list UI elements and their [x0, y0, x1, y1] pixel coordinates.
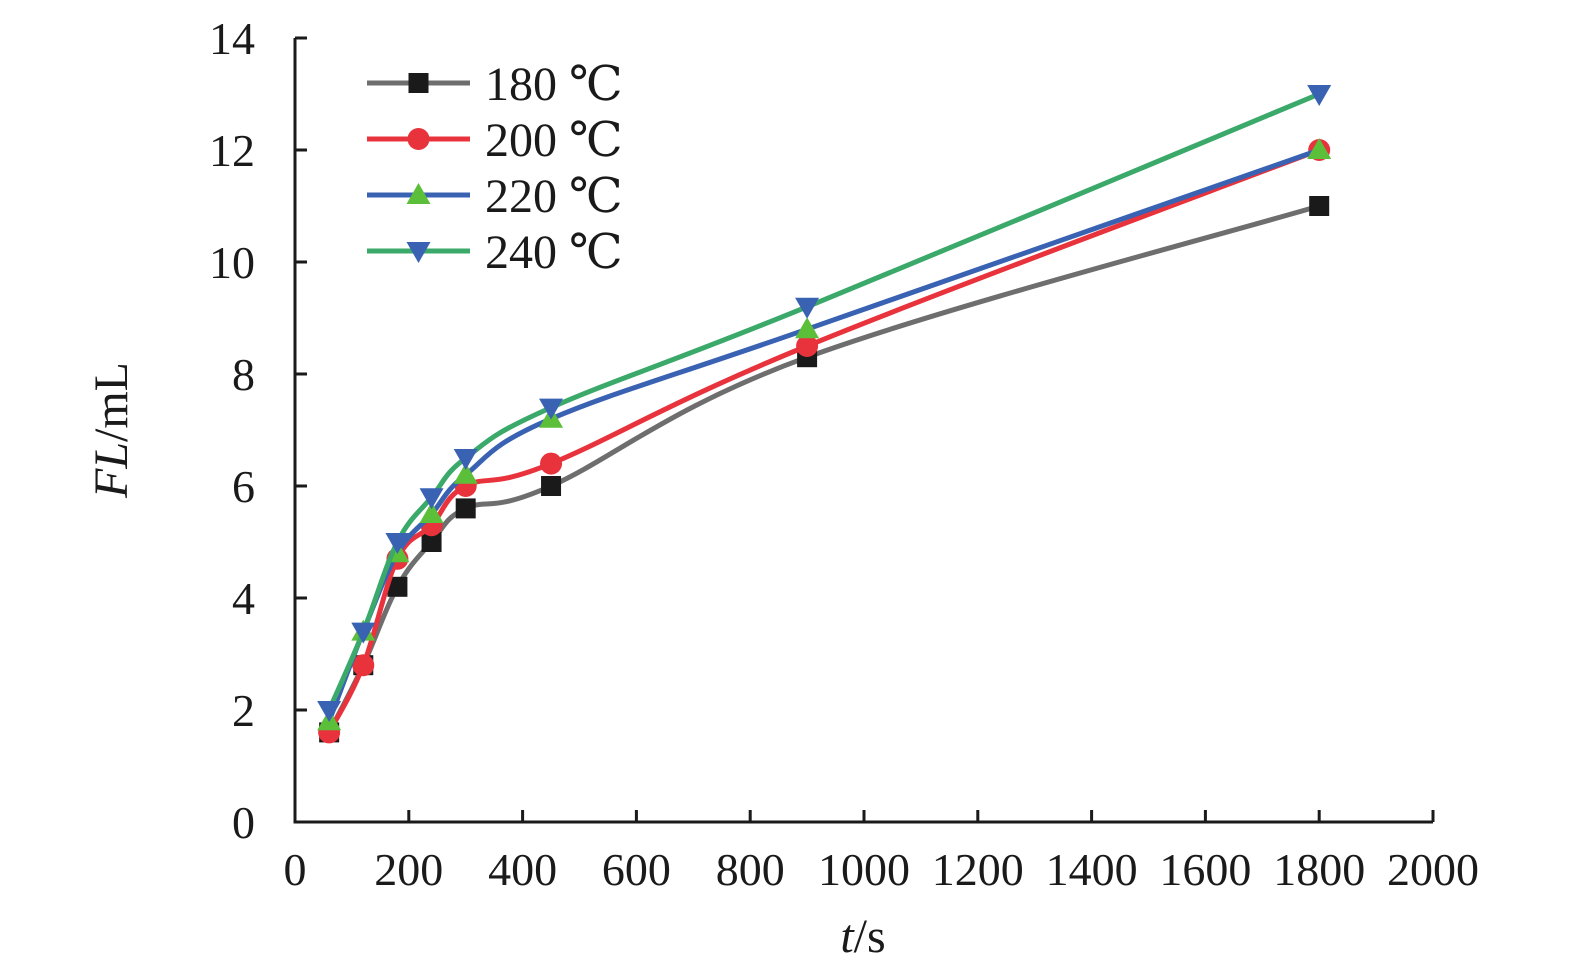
data-point [540, 452, 563, 475]
data-point [1307, 85, 1332, 106]
legend-marker [407, 128, 430, 150]
series-2 [317, 138, 1332, 731]
data-point [453, 462, 478, 484]
series-line [326, 147, 1322, 724]
data-point [352, 654, 375, 677]
data-point [351, 622, 376, 644]
x-tick-label: 1400 [1046, 844, 1138, 895]
y-tick-label: 6 [232, 461, 255, 512]
legend-item: 220 ℃ [367, 170, 623, 223]
legend-label: 220 ℃ [485, 170, 623, 223]
legend-item: 200 ℃ [367, 114, 623, 167]
data-point [455, 498, 476, 519]
series-1 [318, 139, 1331, 744]
data-point [796, 335, 819, 357]
y-tick-label: 14 [209, 13, 255, 64]
x-tick-label: 1200 [932, 844, 1024, 895]
legend-item: 240 ℃ [367, 226, 623, 279]
legend-label: 240 ℃ [485, 226, 623, 279]
data-point [541, 476, 562, 496]
x-tick-label: 200 [374, 844, 443, 895]
x-tick-label: 600 [602, 844, 671, 895]
series-line [326, 91, 1322, 713]
series-0 [319, 196, 1330, 743]
series-3 [317, 85, 1332, 722]
legend-marker [406, 242, 431, 263]
legend-item: 180 ℃ [367, 58, 623, 111]
data-point [419, 502, 444, 523]
data-point [539, 398, 564, 420]
x-tick-label: 1000 [818, 844, 910, 895]
series-line [326, 147, 1322, 735]
x-tick-label: 1600 [1159, 844, 1251, 895]
data-point [795, 297, 820, 319]
x-tick-label: 1800 [1273, 844, 1365, 895]
x-tick-label: 2000 [1387, 844, 1479, 895]
legend-label: 180 ℃ [485, 58, 623, 111]
y-tick-label: 4 [232, 573, 255, 624]
data-point [795, 317, 820, 339]
series-line [326, 203, 1322, 735]
data-point [385, 533, 410, 554]
data-point [453, 449, 478, 470]
y-tick-label: 10 [209, 237, 255, 288]
data-point [317, 701, 342, 722]
y-tick-label: 8 [232, 349, 255, 400]
legend-marker [406, 183, 431, 204]
data-point [387, 576, 408, 597]
axes-layer: 0 2 4 6 8 10 12 14 0 200 400 600 800 1000 1200 1400 1600… [209, 13, 1479, 895]
y-tick-label: 0 [232, 797, 255, 848]
legend-label: 200 ℃ [485, 114, 623, 167]
x-axis-title: t/s [840, 910, 885, 963]
x-tick-label: 400 [488, 844, 557, 895]
y-tick-label: 2 [232, 685, 255, 736]
y-tick-label: 12 [209, 125, 255, 176]
data-point [421, 532, 442, 552]
legend-marker [408, 73, 429, 93]
data-point [1309, 196, 1330, 216]
x-tick-label: 0 [284, 844, 307, 895]
data-point [1307, 138, 1332, 159]
data-point [419, 488, 444, 510]
x-tick-label: 800 [716, 844, 785, 895]
y-axis-title: FL/mL [85, 362, 138, 499]
series-layer [317, 85, 1332, 744]
plot-area: 0 2 4 6 8 10 12 14 0 200 400 600 800 1000 1200 1400 1600… [209, 13, 1479, 895]
